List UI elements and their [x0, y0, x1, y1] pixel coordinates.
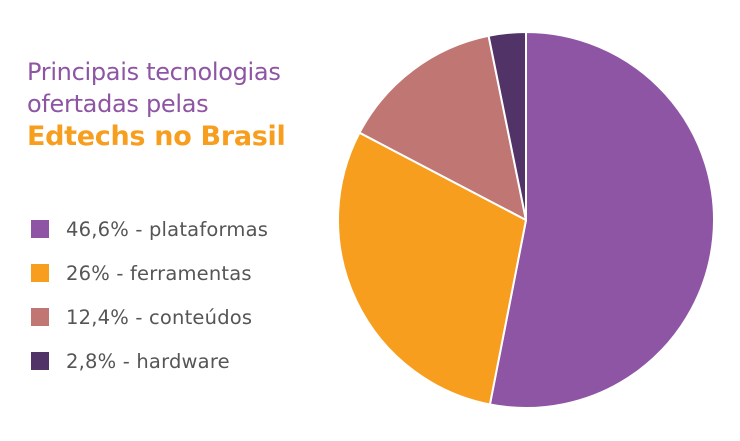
legend-swatch — [31, 352, 49, 370]
legend-label: 26% - ferramentas — [66, 261, 252, 285]
legend-item: 46,6% - plataformas — [31, 207, 268, 251]
pie-slice-conteúdos — [358, 34, 527, 221]
legend-item: 2,8% - hardware — [31, 339, 268, 383]
legend-swatch — [31, 264, 49, 282]
legend-swatch — [31, 220, 49, 238]
title-line-1: Principais tecnologias — [27, 58, 281, 86]
pie-slice-plataformas — [488, 31, 715, 409]
pie-slice-hardware — [487, 31, 527, 221]
chart-legend: 46,6% - plataformas 26% - ferramentas 12,4… — [31, 207, 268, 383]
chart-title: Principais tecnologias ofertadas pelas E… — [27, 56, 286, 154]
legend-label: 2,8% - hardware — [66, 349, 230, 373]
legend-label: 12,4% - conteúdos — [66, 305, 253, 329]
legend-item: 12,4% - conteúdos — [31, 295, 268, 339]
title-line-2: ofertadas pelas — [27, 90, 209, 118]
legend-item: 26% - ferramentas — [31, 251, 268, 295]
legend-swatch — [31, 308, 49, 326]
title-line-highlight: Edtechs no Brasil — [27, 121, 286, 152]
legend-label: 46,6% - plataformas — [66, 217, 269, 241]
pie-slice-ferramentas — [337, 131, 527, 406]
